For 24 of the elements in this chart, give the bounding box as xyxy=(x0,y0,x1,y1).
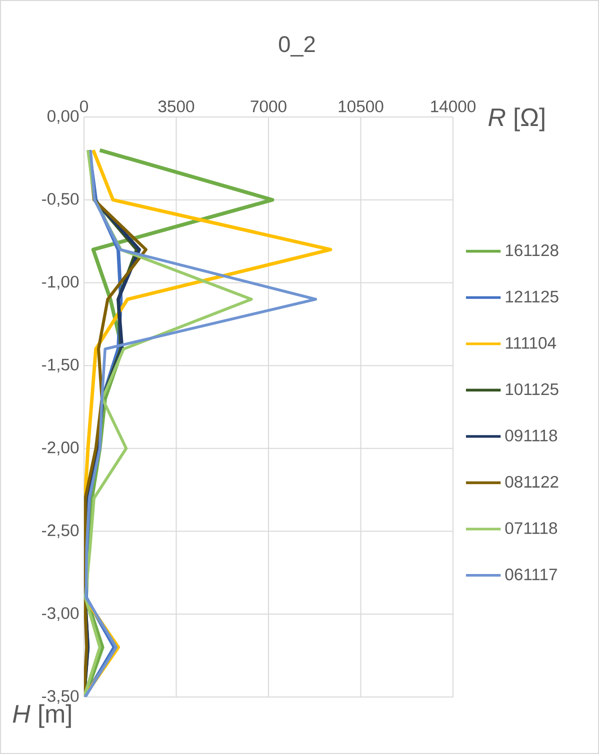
legend-label: 121125 xyxy=(506,290,558,303)
y-axis-title: H [m] xyxy=(12,704,71,728)
x-axis-title: R [Ω] xyxy=(488,108,544,132)
legend-label: 061117 xyxy=(505,568,557,580)
y-tick-label: -3,50 xyxy=(42,690,79,704)
y-tick-label: -1,50 xyxy=(42,358,79,372)
y-tick-label: -1,00 xyxy=(42,276,79,290)
y-tick-label: -2,50 xyxy=(42,524,79,538)
y-tick-label: -2,00 xyxy=(42,442,79,456)
x-tick-label: 3500 xyxy=(158,100,194,112)
legend-label: 071118 xyxy=(505,522,558,534)
legend-label: 101125 xyxy=(506,383,558,396)
legend-label: 081122 xyxy=(505,476,558,488)
y-tick-label: -3,00 xyxy=(42,607,79,622)
x-tick-label: 10500 xyxy=(338,100,384,112)
legend-label: 161128 xyxy=(506,244,558,256)
x-tick-label: 14000 xyxy=(431,100,476,112)
chart-title: 0_2 xyxy=(278,36,315,56)
y-tick-label: 0,00 xyxy=(48,110,79,124)
legend-label: 091118 xyxy=(505,430,558,442)
y-tick-label: -0,50 xyxy=(42,192,79,207)
x-tick-label: 0 xyxy=(80,100,88,112)
legend-label: 111104 xyxy=(506,337,556,349)
x-tick-label: 7000 xyxy=(250,100,286,112)
